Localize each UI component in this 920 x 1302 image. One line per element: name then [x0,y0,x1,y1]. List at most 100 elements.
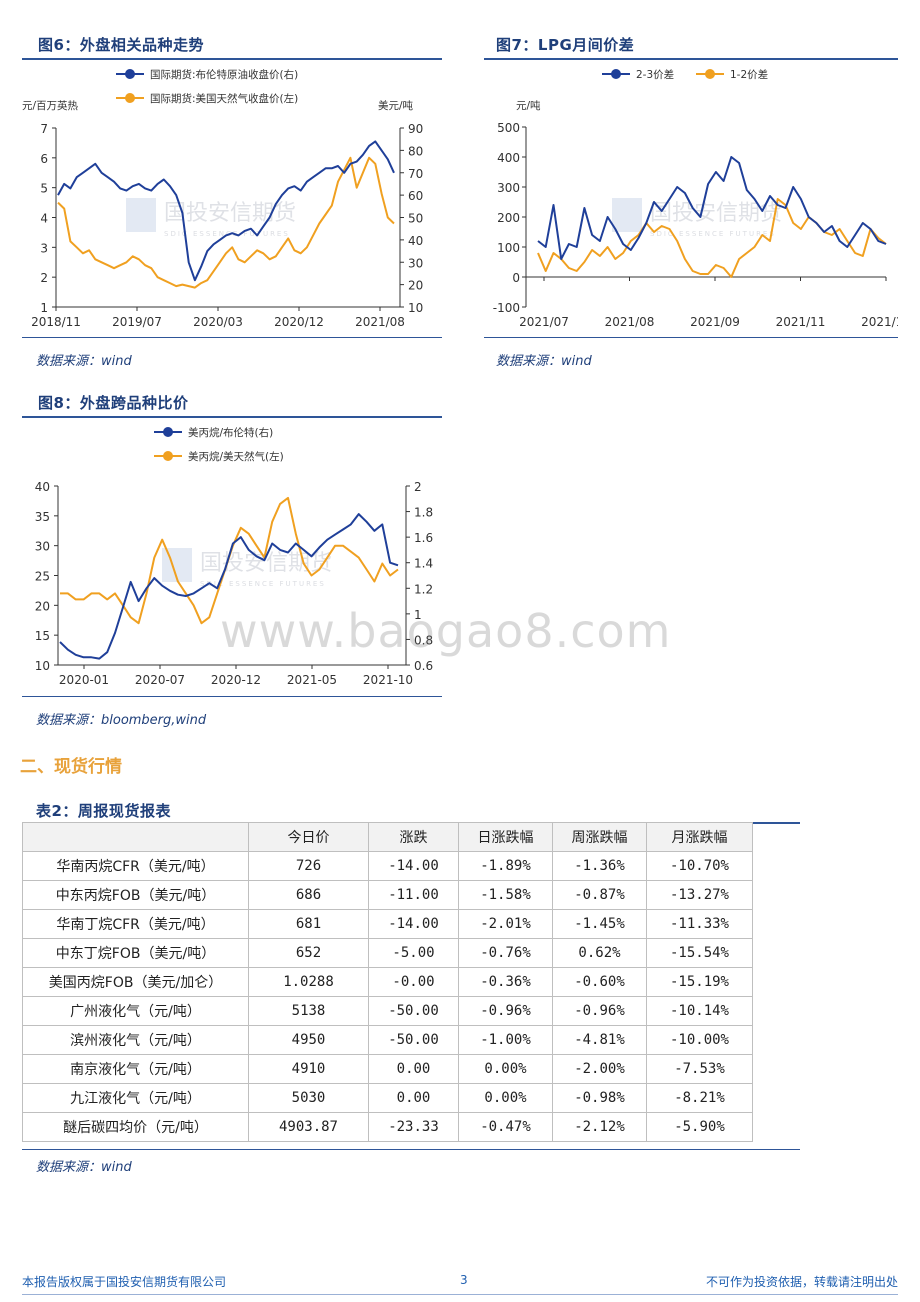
fig8-right-tick-label: 2 [414,480,422,494]
table-cell: -11.33% [646,909,753,939]
fig6-top-rule [22,58,442,60]
fig8-right-tick-label: 1 [414,608,422,622]
fig7-legend-23-label: 2-3价差 [636,68,674,81]
table-cell: -4.81% [552,1025,647,1055]
fig6-right-tick-label: 90 [408,122,423,136]
table-row: 华南丁烷CFR（美元/吨） 681 -14.00 -2.01% -1.45% -11.33… [22,909,753,939]
fig6-right-tick-label: 80 [408,144,423,158]
table-cell: 0.00% [458,1083,553,1113]
fig6-x-tick-label: 2021/08 [355,315,405,329]
fig7-legend-12-label: 1-2价差 [730,68,768,81]
table-row-label: 九江液化气（元/吨） [22,1083,249,1113]
fig7-legend-23-marker [611,69,621,79]
table-cell: -23.33 [368,1112,459,1142]
table-cell: 5030 [248,1083,369,1113]
fig7-y-tick-label: 500 [497,121,520,135]
table-cell: -0.76% [458,938,553,968]
table-row-label: 醚后碳四均价（元/吨） [22,1112,249,1142]
fig8-legend-propane-gas-label: 美丙烷/美天然气(左) [188,450,284,463]
footer-disclaimer: 不可作为投资依据，转载请注明出处 [705,1275,898,1289]
fig7-watermark-text-en: SDIC ESSENCE FUTURES [650,230,776,238]
fig7-source: 数据来源：wind [496,354,592,369]
fig8-x-tick-label: 2021-10 [363,673,413,687]
fig8-series-propane-brent [59,513,399,660]
fig7-x-tick-label: 2021/08 [605,315,655,329]
table-cell: -0.96% [458,996,553,1026]
fig7-y-tick-label: 200 [497,211,520,225]
fig6-chart: 国际期货:布伦特原油收盘价(右) 国际期货:美国天然气收盘价(左) 元/百万英热 美元… [22,68,423,329]
table-row-label: 华南丁烷CFR（美元/吨） [22,909,249,939]
page-number: 3 [460,1273,468,1287]
fig8-right-tick-label: 1.2 [414,582,433,596]
fig7-series-12 [537,198,887,278]
fig6-x-tick-label: 2018/11 [31,315,81,329]
fig8-right-tick-label: 0.8 [414,633,433,647]
fig6-left-tick-label: 3 [40,241,48,255]
table-cell: -0.98% [552,1083,647,1113]
fig7-y-tick-label: 0 [512,271,520,285]
fig7-series-23 [537,156,887,260]
fig6-watermark-text-cn: 国投安信期货 [164,201,296,226]
fig6-x-tick-label: 2020/03 [193,315,243,329]
fig7-y-tick-label: -100 [493,301,520,315]
table-row: 中东丁烷FOB（美元/吨） 652 -5.00 -0.76% 0.62% -15.54% [22,938,753,968]
fig8-source: 数据来源：bloomberg,wind [36,713,207,728]
table-cell: -50.00 [368,1025,459,1055]
section-title: 二、现货行情 [20,757,122,777]
fig6-left-tick-label: 2 [40,271,48,285]
table-cell: -10.00% [646,1025,753,1055]
fig7-title: 图7：LPG月间价差 [496,36,635,54]
table-bottom-rule [22,1149,800,1150]
fig7-y-tick-label: 400 [497,151,520,165]
fig6-bottom-rule [22,337,442,338]
fig6-left-tick-label: 7 [40,122,48,136]
fig8-left-tick-label: 40 [35,480,50,494]
table-source: 数据来源：wind [36,1160,132,1175]
table-row-label: 中东丁烷FOB（美元/吨） [22,938,249,968]
table-cell: 681 [248,909,369,939]
table-cell: 686 [248,880,369,910]
fig6-legend-gas-label: 国际期货:美国天然气收盘价(左) [150,92,298,105]
table-cell: -5.90% [646,1112,753,1142]
table-cell: 0.00% [458,1054,553,1084]
table-row: 滨州液化气（元/吨） 4950 -50.00 -1.00% -4.81% -10.00% [22,1025,753,1055]
spot-table: 今日价 涨跌 日涨跌幅 周涨跌幅 月涨跌幅 华南丙烷CFR（美元/吨） 726 -14.00… [22,822,753,1142]
table-row-label: 华南丙烷CFR（美元/吨） [22,851,249,881]
fig8-x-tick-label: 2020-12 [211,673,261,687]
fig8-x-tick-label: 2021-05 [287,673,337,687]
fig8-right-tick-label: 1.6 [414,531,433,545]
table-row: 九江液化气（元/吨） 5030 0.00 0.00% -0.98% -8.21% [22,1083,753,1113]
table-header-cell: 涨跌 [368,822,459,852]
table-cell: -10.70% [646,851,753,881]
table-row: 广州液化气（元/吨） 5138 -50.00 -0.96% -0.96% -10.14% [22,996,753,1026]
table-cell: -0.60% [552,967,647,997]
fig6-right-tick-label: 30 [408,256,423,270]
fig6-series-brent [57,140,395,282]
fig7-y-unit: 元/吨 [516,99,541,112]
fig8-bottom-rule [22,696,442,697]
fig6-x-tick-label: 2019/07 [112,315,162,329]
table-header-cell: 日涨跌幅 [458,822,553,852]
table-cell: -8.21% [646,1083,753,1113]
fig7-bottom-rule [484,337,898,338]
fig6-right-tick-label: 50 [408,212,423,226]
table-cell: -7.53% [646,1054,753,1084]
table-cell: -1.45% [552,909,647,939]
fig8-legend-propane-brent-marker [163,427,173,437]
table-cell: -0.96% [552,996,647,1026]
fig8-left-tick-label: 10 [35,659,50,673]
table-cell: -0.87% [552,880,647,910]
table-cell: -14.00 [368,851,459,881]
table-header-cell: 今日价 [248,822,369,852]
fig7-watermark-logo-icon [612,198,642,232]
fig6-left-tick-label: 5 [40,182,48,196]
fig6-legend-brent-marker [125,69,135,79]
footer-rule [22,1294,898,1295]
table-cell: -1.89% [458,851,553,881]
table-row-label: 南京液化气（元/吨） [22,1054,249,1084]
table-cell: 0.00 [368,1054,459,1084]
table-cell: 4950 [248,1025,369,1055]
fig6-watermark-text-en: SDIC ESSENCE FUTURES [164,230,290,238]
table-header-cell: 周涨跌幅 [552,822,647,852]
